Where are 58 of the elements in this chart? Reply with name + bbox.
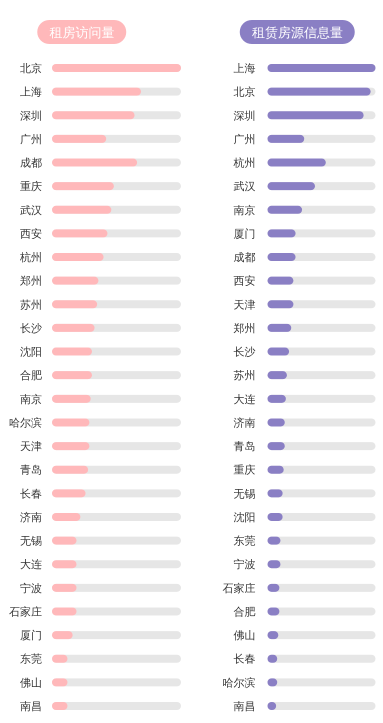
y-tick-label: 南昌 (234, 700, 256, 713)
y-tick-label: 重庆 (20, 180, 42, 194)
y-tick-label: 广州 (20, 132, 42, 146)
y-tick-label: 长沙 (234, 346, 256, 359)
y-tick-label: 深圳 (234, 109, 256, 122)
y-tick-label: 北京 (234, 86, 256, 99)
y-tick-label: 东莞 (234, 534, 256, 548)
y-tick-label: 杭州 (232, 156, 256, 170)
y-tick-label: 厦门 (234, 227, 256, 240)
y-tick-label: 西安 (234, 274, 256, 288)
y-tick-label: 武汉 (20, 204, 42, 217)
y-tick-label: 成都 (20, 156, 42, 170)
y-tick-label: 成都 (234, 251, 256, 264)
y-tick-label: 重庆 (234, 464, 256, 477)
y-tick-label: 武汉 (234, 180, 256, 194)
y-tick-label: 苏州 (234, 369, 256, 382)
y-tick-label: 厦门 (20, 629, 42, 642)
y-tick-label: 哈尔滨 (9, 416, 42, 430)
y-tick-label: 西安 (20, 227, 42, 240)
y-tick-label: 深圳 (20, 109, 42, 122)
y-tick-label: 无锡 (20, 534, 42, 548)
y-tick-label: 石家庄 (222, 582, 256, 595)
y-tick-label: 杭州 (19, 251, 42, 264)
y-tick-label: 石家庄 (9, 605, 42, 618)
y-tick-label: 大连 (20, 558, 42, 572)
y-tick-label: 宁波 (20, 582, 42, 595)
y-tick-label: 上海 (234, 62, 256, 75)
y-tick-label: 济南 (20, 510, 42, 524)
y-tick-label: 东莞 (20, 652, 42, 666)
y-tick-label: 沈阳 (20, 346, 42, 359)
y-tick-label: 长春 (20, 487, 42, 500)
y-tick-label: 北京 (20, 62, 42, 75)
chart-title: 租房访问量 (49, 25, 114, 41)
y-tick-label: 南京 (234, 204, 256, 217)
y-tick-label: 沈阳 (234, 510, 256, 524)
y-tick-label: 青岛 (20, 464, 42, 477)
y-tick-label: 无锡 (234, 487, 256, 500)
y-tick-label: 郑州 (20, 274, 42, 288)
y-tick-label: 合肥 (234, 605, 256, 618)
y-tick-label: 哈尔滨 (222, 676, 256, 690)
y-tick-label: 青岛 (234, 440, 256, 454)
y-tick-label: 合肥 (20, 369, 42, 382)
y-tick-label: 佛山 (20, 676, 42, 690)
y-tick-label: 郑州 (234, 322, 256, 335)
y-tick-label: 南昌 (20, 700, 42, 713)
y-tick-label: 上海 (20, 86, 42, 99)
y-tick-label: 大连 (234, 392, 256, 406)
y-tick-label: 苏州 (20, 298, 42, 312)
y-tick-label: 天津 (234, 298, 256, 312)
y-tick-label: 佛山 (234, 629, 256, 642)
y-tick-label: 南京 (20, 392, 42, 406)
y-tick-label: 长春 (234, 652, 256, 666)
y-tick-label: 广州 (234, 132, 256, 146)
y-tick-label: 宁波 (234, 558, 256, 572)
y-tick-label: 长沙 (20, 322, 42, 335)
chart-title: 租赁房源信息量 (252, 25, 343, 41)
y-tick-label: 济南 (234, 416, 256, 430)
y-tick-label: 天津 (20, 440, 42, 454)
